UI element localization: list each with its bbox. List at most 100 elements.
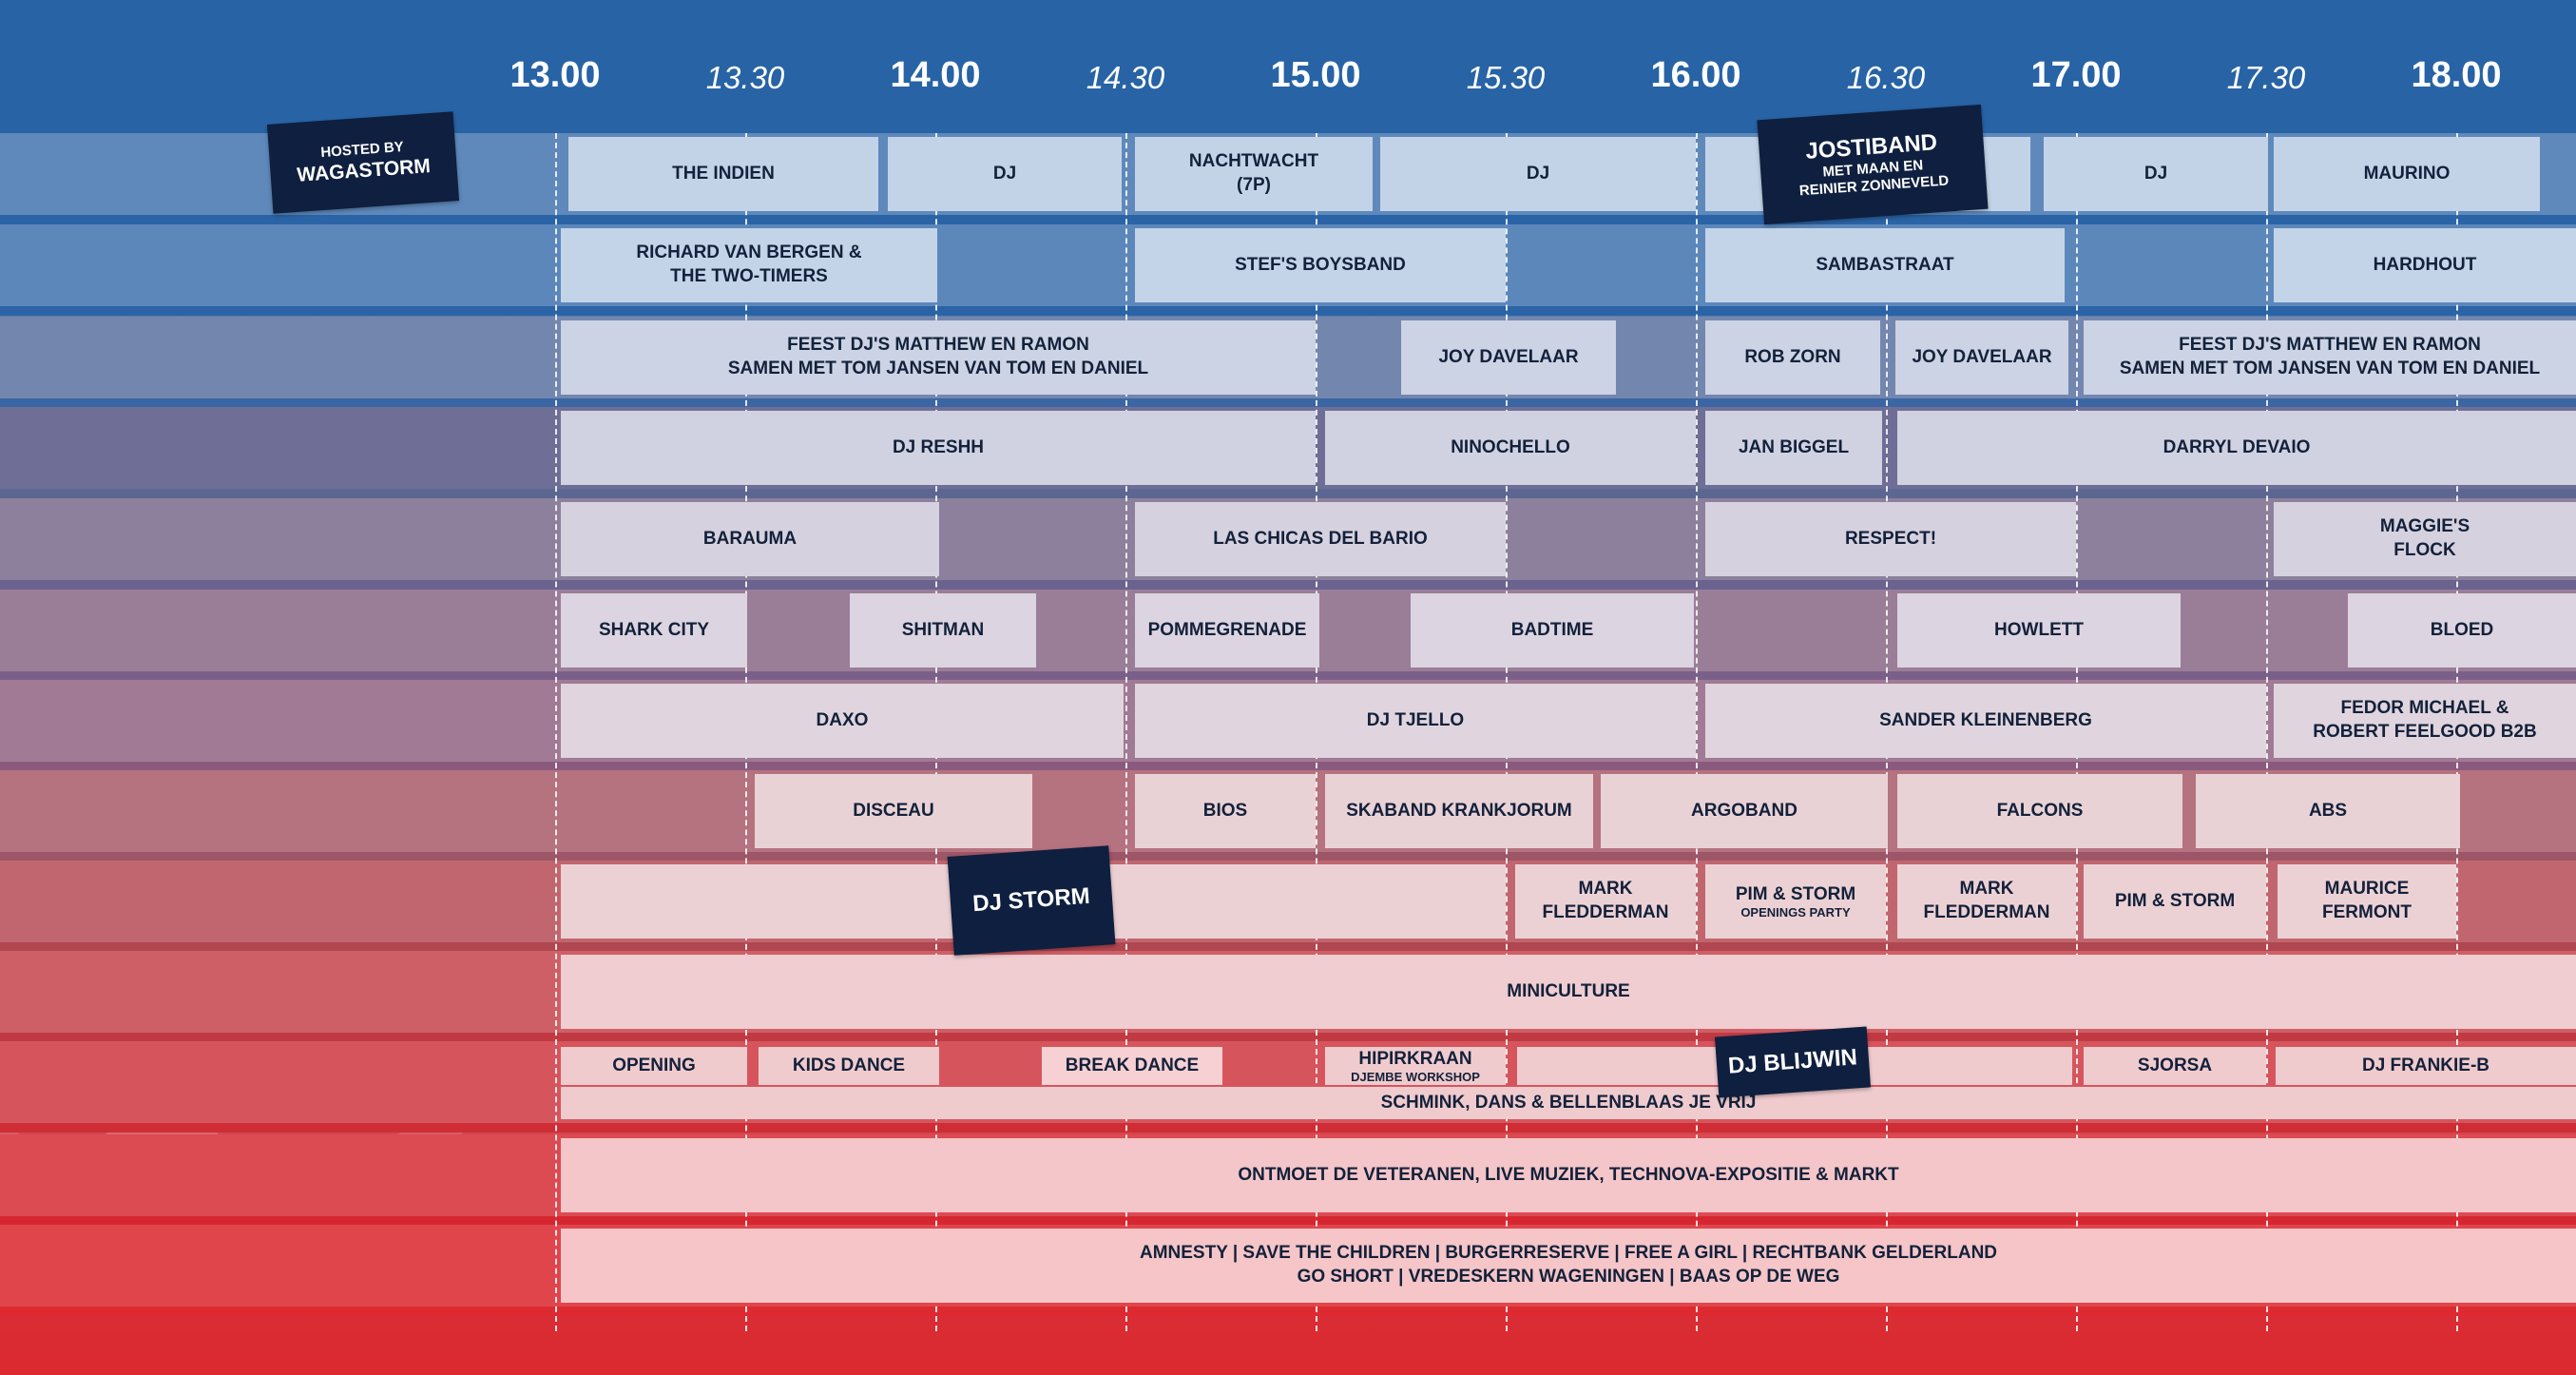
act-slot[interactable]: MINICULTURE <box>561 955 2576 1029</box>
act-subtitle: DJEMBE WORKSHOP <box>1351 1070 1480 1085</box>
time-label: 15.30 <box>1466 60 1546 95</box>
act-slot[interactable]: SKABAND KRANKJORUM <box>1325 774 1593 848</box>
act-slot[interactable]: SANDER KLEINENBERG <box>1705 684 2266 758</box>
act-slot[interactable]: FALCONS <box>1897 774 2182 848</box>
act-name: DJ RESHH <box>892 436 985 457</box>
act-slot[interactable]: FEEST DJ'S MATTHEW EN RAMON SAMEN MET TOM… <box>2084 320 2576 395</box>
act-slot[interactable]: DARRYL DEVAIO <box>1897 411 2576 485</box>
time-label: 18.00 <box>2411 55 2502 95</box>
act-slot[interactable]: MAURICE FERMONT <box>2278 864 2456 939</box>
act-slot[interactable]: LAS CHICAS DEL BARIO <box>1135 502 1506 576</box>
act-slot[interactable]: DJ <box>1380 137 1696 211</box>
act-slot[interactable]: SJORSA <box>2084 1047 2266 1085</box>
act-slot[interactable]: JAN BIGGEL <box>1705 411 1882 485</box>
act-name: BREAK DANCE <box>1065 1055 1200 1075</box>
act-name: MINICULTURE <box>1507 980 1630 1001</box>
act-slot[interactable]: THE INDIEN <box>568 137 878 211</box>
act-slot[interactable]: BADTIME <box>1411 593 1694 668</box>
act-slot[interactable]: ONTMOET DE VETERANEN, LIVE MUZIEK, TECHN… <box>561 1138 2576 1212</box>
act-slot[interactable]: SCHMINK, DANS & BELLENBLAAS JE VRIJ <box>561 1087 2576 1119</box>
act-name: OPENING <box>612 1055 696 1075</box>
act-name: MARK <box>1959 879 2014 900</box>
act-slot[interactable]: MARK FLEDDERMAN <box>1897 864 2076 939</box>
act-slot[interactable]: BARAUMA <box>561 502 939 576</box>
row-separator <box>0 489 2576 498</box>
act-slot[interactable]: MAURINO <box>2274 137 2540 211</box>
act-slot[interactable]: DAXO <box>561 684 1124 758</box>
act-name: RICHARD VAN BERGEN & <box>636 242 862 263</box>
act-slot[interactable]: POMMEGRENADE <box>1135 593 1319 668</box>
act-name: HIPIRKRAAN <box>1358 1048 1472 1069</box>
act-name: FEEST DJ'S MATTHEW EN RAMON <box>787 335 1089 356</box>
act-name: PIM & STORM <box>2114 890 2236 911</box>
act-slot[interactable]: RICHARD VAN BERGEN & THE TWO-TIMERS <box>561 228 937 302</box>
act-name: RESPECT! <box>1844 528 1937 549</box>
act-name: ARGOBAND <box>1691 800 1797 821</box>
row-separator <box>0 398 2576 408</box>
act-slot[interactable]: ROB ZORN <box>1705 320 1880 395</box>
time-label: 14.30 <box>1086 60 1165 95</box>
act-slot[interactable]: JOY DAVELAAR <box>1401 320 1616 395</box>
act-name: THE INDIEN <box>672 163 775 184</box>
act-slot[interactable]: AMNESTY | SAVE THE CHILDREN | BURGERRESE… <box>561 1229 2576 1303</box>
act-slot[interactable]: FEEST DJ'S MATTHEW EN RAMON SAMEN MET TOM… <box>561 320 1316 395</box>
act-slot[interactable]: STEF'S BOYSBAND <box>1135 228 1506 302</box>
act-slot[interactable]: SHITMAN <box>850 593 1036 668</box>
act-slot[interactable]: BIOS <box>1135 774 1316 848</box>
act-name: ROB ZORN <box>1744 346 1841 367</box>
act-slot[interactable]: HIPIRKRAAN DJEMBE WORKSHOP <box>1325 1047 1506 1085</box>
act-name: BADTIME <box>1510 619 1594 640</box>
act-slot[interactable]: BLOED <box>2348 593 2576 668</box>
act-slot[interactable]: PIM & STORM OPENINGS PARTY <box>1705 864 1886 939</box>
act-slot[interactable]: DJ TJELLO <box>1135 684 1696 758</box>
act-slot[interactable]: DJ RESHH <box>561 411 1316 485</box>
time-label: 13.30 <box>705 60 785 95</box>
act-slot[interactable]: MAGGIE'S FLOCK <box>2274 502 2576 576</box>
act-name: FLEDDERMAN <box>1542 902 1669 922</box>
act-slot[interactable]: BREAK DANCE <box>1042 1047 1222 1085</box>
tag-text: WAGASTORM <box>296 155 432 187</box>
highlight-tag: DJ STORM <box>947 845 1116 956</box>
act-slot[interactable]: DISCEAU <box>755 774 1032 848</box>
act-slot[interactable]: HOWLETT <box>1897 593 2181 668</box>
act-name: STEF'S BOYSBAND <box>1235 254 1406 275</box>
act-name: DJ TJELLO <box>1366 709 1465 730</box>
act-slot[interactable]: SHARK CITY <box>561 593 747 668</box>
act-slot[interactable]: FEDOR MICHAEL & ROBERT FEELGOOD B2B <box>2274 684 2576 758</box>
act-slot[interactable]: MARK FLEDDERMAN <box>1515 864 1696 939</box>
act-name: SHARK CITY <box>598 619 710 640</box>
act-slot[interactable]: NINOCHELLO <box>1325 411 1696 485</box>
act-name: JAN BIGGEL <box>1738 436 1850 457</box>
act-name: SHITMAN <box>901 619 985 640</box>
act-slot[interactable]: JOY DAVELAAR <box>1895 320 2068 395</box>
act-name: AMNESTY | SAVE THE CHILDREN | BURGERRESE… <box>1139 1243 1998 1264</box>
act-name: GO SHORT | VREDESKERN WAGENINGEN | BAAS … <box>1297 1267 1840 1287</box>
act-name: SAMEN MET TOM JANSEN VAN TOM EN DANIEL <box>727 358 1149 378</box>
act-slot[interactable]: ABS <box>2196 774 2460 848</box>
act-name: ONTMOET DE VETERANEN, LIVE MUZIEK, TECHN… <box>1238 1164 1899 1185</box>
act-slot[interactable]: DJ <box>888 137 1122 211</box>
time-label: 16.00 <box>1650 55 1741 95</box>
act-slot[interactable]: RESPECT! <box>1705 502 2076 576</box>
act-slot[interactable]: DJ <box>2044 137 2268 211</box>
act-name: BIOS <box>1202 800 1248 821</box>
act-slot[interactable]: HARDHOUT <box>2274 228 2576 302</box>
time-gridline <box>555 133 557 1331</box>
act-slot[interactable]: PIM & STORM <box>2084 864 2266 939</box>
act-name: ABS <box>2308 800 2348 821</box>
act-name: DJ FRANKIE-B <box>2361 1055 2490 1075</box>
act-slot[interactable]: ARGOBAND <box>1601 774 1888 848</box>
act-name: FLEDDERMAN <box>1923 902 2050 922</box>
act-slot[interactable]: OPENING <box>561 1047 747 1085</box>
row-separator <box>0 1216 2576 1226</box>
act-name: POMMEGRENADE <box>1147 619 1307 640</box>
act-name: HARDHOUT <box>2373 254 2477 275</box>
act-slot[interactable]: SAMBASTRAAT <box>1705 228 2065 302</box>
act-name: JOY DAVELAAR <box>1438 346 1579 367</box>
time-label: 17.00 <box>2030 55 2122 95</box>
act-slot[interactable]: DJ FRANKIE-B <box>2276 1047 2576 1085</box>
act-slot[interactable]: KIDS DANCE <box>759 1047 939 1085</box>
time-gridline <box>2266 133 2268 1331</box>
act-name: FERMONT <box>2322 902 2412 922</box>
act-slot[interactable]: NACHTWACHT (7P) <box>1135 137 1373 211</box>
